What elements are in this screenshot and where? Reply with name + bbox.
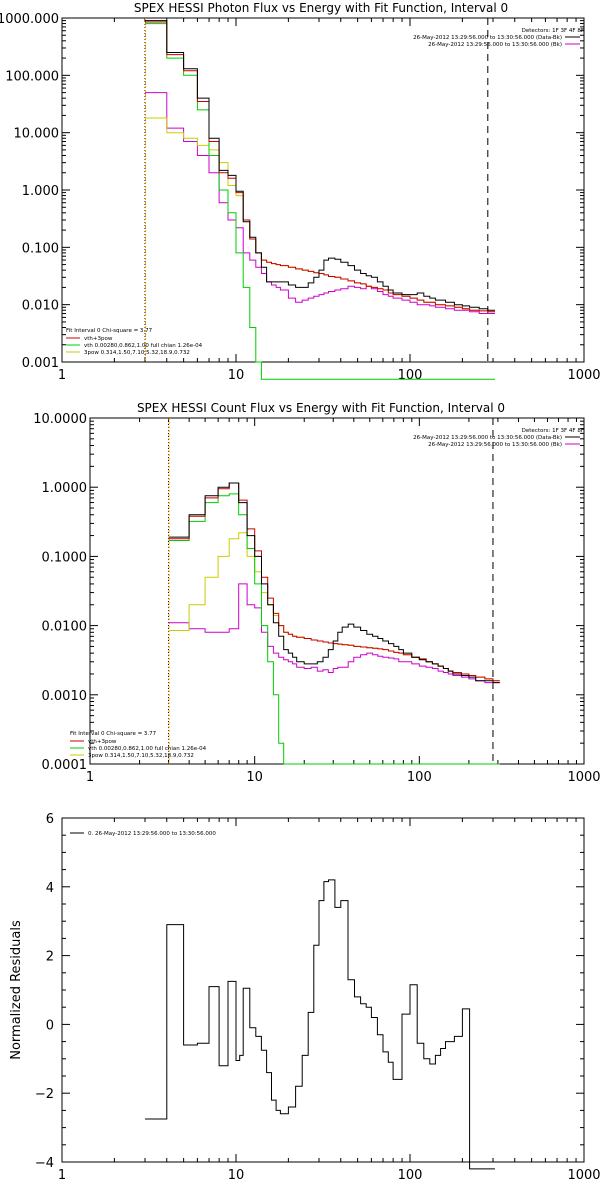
photon-flux-title: SPEX HESSI Photon Flux vs Energy with Fi… — [134, 1, 508, 15]
residuals-residuals-series — [145, 879, 495, 1170]
count-3pow-series — [168, 532, 500, 682]
photon-flux-plot-area — [61, 17, 585, 363]
y-tick-label: 0.100 — [22, 241, 59, 256]
y-tick-label: 0.1000 — [42, 550, 88, 565]
y-tick-label: 1.0000 — [42, 481, 88, 496]
photon-legend-vth: vth 0.00280,0.862,1.00 full chian 1.26e-… — [84, 343, 203, 349]
residuals-y-label: Normalized Residuals — [9, 920, 24, 1060]
residuals-plot-area — [61, 817, 585, 1163]
x-tick-label: 10 — [246, 770, 263, 785]
y-tick-label: 2 — [46, 950, 54, 965]
count-flux-panel: SPEX HESSI Count Flux vs Energy with Fit… — [33, 401, 600, 785]
x-tick-label: 1000 — [567, 1168, 600, 1183]
x-tick-label: 1 — [58, 368, 66, 383]
photon-legend-bk: 26-May-2012 13:29:56.000 to 13:30:56.000… — [428, 42, 562, 48]
photon-legend-detectors: Detectors: 1F 3F 4F 8F — [522, 28, 584, 34]
count-legend-bk: 26-May-2012 13:29:56.000 to 13:30:56.000… — [428, 442, 562, 448]
count-legend-pow: 3pow 0.314,1.50,7.10,5.32,18.9,0.732 — [88, 753, 194, 759]
residuals-legend: 0. 26-May-2012 13:29:56.000 to 13:30:56.… — [88, 831, 216, 837]
photon-data-series — [145, 20, 495, 311]
y-tick-label: 6 — [46, 812, 54, 827]
photon-flux-panel: SPEX HESSI Photon Flux vs Energy with Fi… — [0, 1, 600, 383]
count-bk-series — [168, 583, 500, 684]
residuals-panel: 1 10 100 1000 −4 −2 0 2 4 6 0. 26-May-2012 13:29:… — [9, 812, 600, 1183]
y-tick-label: 1000.000 — [0, 12, 59, 27]
x-tick-label: 1000 — [567, 368, 600, 383]
photon-legend-data: 26-May-2012 13:29:56.000 to 13:30:56.000… — [413, 35, 562, 41]
count-legend-total: vth+3pow — [88, 739, 117, 745]
y-tick-label: 4 — [46, 881, 54, 896]
y-tick-label: 0.0100 — [42, 620, 88, 635]
count-flux-plot-area — [89, 417, 585, 765]
count-legend-detectors: Detectors: 1F 3F 4F 8F — [522, 428, 584, 434]
x-tick-label: 100 — [398, 1168, 423, 1183]
y-tick-label: 0.010 — [22, 299, 59, 314]
count-legend-vth: vth 0.00280,0.862,1.00 full chian 1.26e-… — [88, 746, 207, 752]
x-tick-label: 100 — [407, 770, 432, 785]
y-tick-label: 100.000 — [5, 69, 59, 84]
photon-legend-total: vth+3pow — [84, 336, 113, 342]
x-tick-label: 1 — [58, 1168, 66, 1183]
count-data-series — [168, 482, 500, 684]
x-tick-label: 1 — [86, 770, 94, 785]
count-vth-3pow-series — [168, 482, 500, 682]
y-tick-label: 0.0010 — [42, 689, 88, 704]
count-flux-title: SPEX HESSI Count Flux vs Energy with Fit… — [137, 401, 505, 415]
photon-bk-series — [145, 92, 495, 314]
y-tick-label: 1.000 — [22, 184, 59, 199]
y-tick-label: −4 — [35, 1156, 54, 1171]
y-tick-label: 0 — [46, 1018, 54, 1033]
photon-legend-pow: 3pow 0.314,1.50,7.10,5.32,18.9,0.732 — [84, 350, 190, 356]
photon-vth-3pow-series — [145, 21, 495, 313]
x-tick-label: 10 — [228, 1168, 245, 1183]
count-legend-data: 26-May-2012 13:29:56.000 to 13:30:56.000… — [413, 435, 562, 441]
y-tick-label: −2 — [35, 1087, 54, 1102]
x-tick-label: 1000 — [567, 770, 600, 785]
count-legend-fit: Fit Interval 0 Chi-square = 3.77 — [70, 731, 157, 737]
y-tick-label: 0.001 — [22, 356, 59, 371]
y-tick-label: 0.0001 — [42, 758, 88, 773]
photon-legend-fit: Fit Interval 0 Chi-square = 3.77 — [66, 328, 153, 334]
y-tick-label: 10.000 — [14, 127, 60, 142]
y-tick-label: 10.0000 — [33, 412, 87, 427]
count-vth-series — [168, 493, 500, 765]
x-tick-label: 10 — [228, 368, 245, 383]
x-tick-label: 100 — [398, 368, 423, 383]
